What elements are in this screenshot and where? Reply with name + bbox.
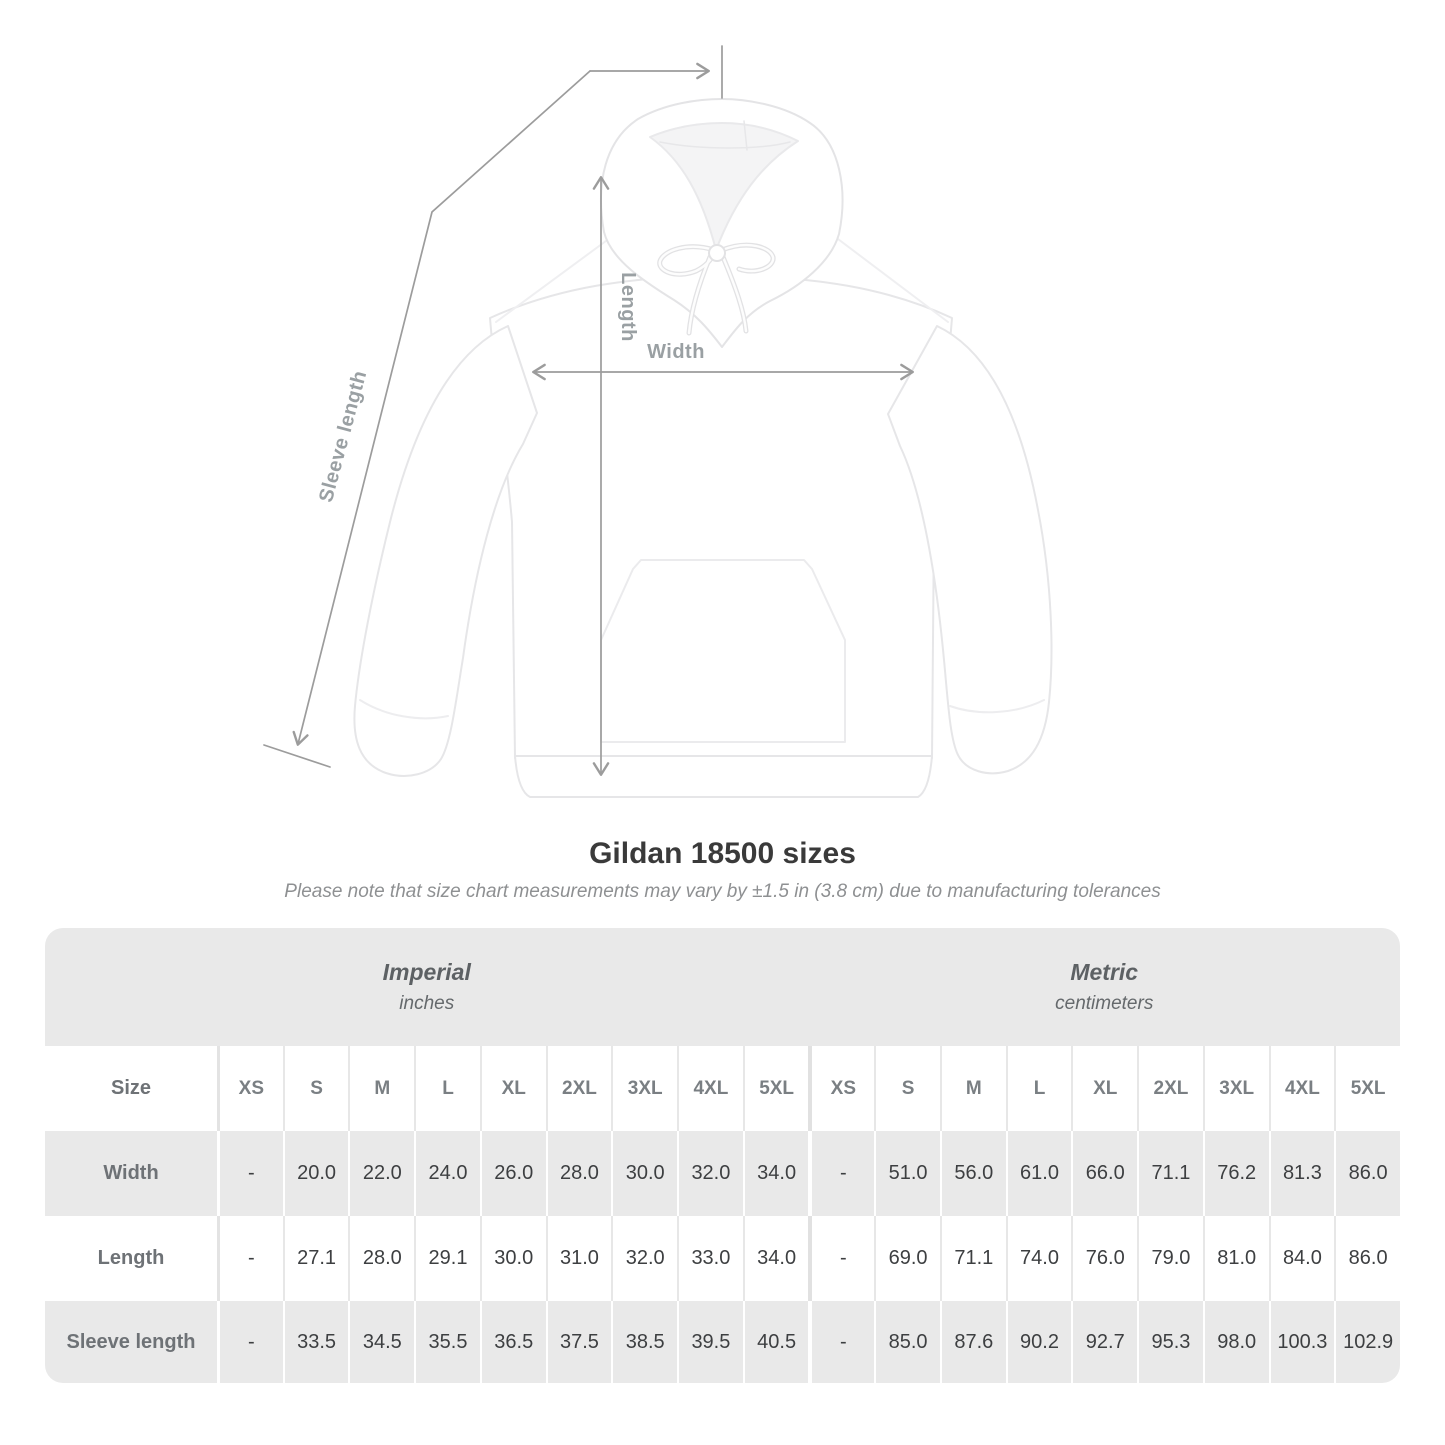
value-cell: 76.0 [1071,1216,1138,1301]
width-label: Width [647,341,705,363]
value-cell: 32.0 [611,1216,678,1301]
value-cell: 35.5 [414,1301,480,1383]
value-cell: 31.0 [545,1216,612,1301]
value-cell: 61.0 [1005,1131,1072,1216]
sleeve-bottom-tick [263,744,331,768]
size-col-header: S [282,1046,349,1131]
hoodie-illustration: Sleeve length Length Width [263,45,1053,798]
size-col-header: L [1005,1046,1072,1131]
value-cell: 71.1 [1137,1131,1203,1216]
size-col-header: XS [808,1046,875,1131]
value-cell: 95.3 [1137,1301,1203,1383]
value-cell: 86.0 [1334,1131,1400,1216]
title-block: Gildan 18500 sizes Please note that size… [0,836,1445,904]
value-cell: 33.5 [282,1301,349,1383]
metric-unit: centimeters [1055,993,1154,1014]
row-label: Length [45,1216,217,1301]
metric-label: Metric [1070,959,1139,985]
value-cell: 38.5 [611,1301,678,1383]
size-col-header: 3XL [1202,1046,1269,1131]
value-cell: 26.0 [479,1131,546,1216]
value-cell: 76.2 [1202,1131,1269,1216]
value-cell: 98.0 [1202,1301,1269,1383]
imperial-label: Imperial [382,959,471,985]
value-cell: 34.0 [742,1131,809,1216]
imperial-section-header: Imperial inches [45,928,809,1046]
value-cell: 28.0 [545,1131,612,1216]
size-table: Imperial inches Metric centimeters Size … [45,928,1400,1383]
value-cell: 102.9 [1334,1301,1400,1383]
value-cell: 24.0 [414,1131,480,1216]
size-col-header: 5XL [742,1046,809,1131]
size-col-header: S [874,1046,940,1131]
page-title: Gildan 18500 sizes [589,837,856,870]
size-col-header: XL [479,1046,546,1131]
value-cell: - [808,1131,875,1216]
size-col-header: 2XL [545,1046,612,1131]
value-cell: 66.0 [1071,1131,1138,1216]
size-col-header: 2XL [1137,1046,1203,1131]
row-label: Width [45,1131,217,1216]
value-cell: 84.0 [1268,1216,1335,1301]
value-cell: - [808,1301,875,1383]
value-cell: 81.0 [1202,1216,1269,1301]
hoodie-artwork [353,98,1053,798]
value-cell: 33.0 [677,1216,743,1301]
value-cell: 27.1 [282,1216,349,1301]
value-cell: 30.0 [611,1131,678,1216]
metric-section-header: Metric centimeters [808,928,1400,1046]
value-cell: 29.1 [414,1216,480,1301]
value-cell: - [217,1301,283,1383]
value-cell: 79.0 [1137,1216,1203,1301]
size-col-header: 5XL [1334,1046,1400,1131]
measurement-lines [263,45,914,776]
size-col-header: 4XL [677,1046,743,1131]
value-cell: 100.3 [1268,1301,1335,1383]
value-cell: 71.1 [939,1216,1006,1301]
size-col-header: 3XL [611,1046,678,1131]
value-cell: 22.0 [348,1131,415,1216]
hoodie-measurement-diagram: Sleeve length Length Width [263,45,1053,798]
value-cell: - [808,1216,875,1301]
value-cell: - [217,1216,283,1301]
length-label: Length [617,272,639,342]
size-header: Size [45,1046,217,1131]
value-cell: 92.7 [1071,1301,1138,1383]
value-cell: 86.0 [1334,1216,1400,1301]
size-col-header: M [939,1046,1006,1131]
size-col-header: L [414,1046,480,1131]
value-cell: 30.0 [479,1216,546,1301]
value-cell: 69.0 [874,1216,940,1301]
value-cell: 32.0 [677,1131,743,1216]
value-cell: 39.5 [677,1301,743,1383]
value-cell: 28.0 [348,1216,415,1301]
value-cell: 90.2 [1005,1301,1072,1383]
value-cell: 51.0 [874,1131,940,1216]
value-cell: 87.6 [939,1301,1006,1383]
row-label: Sleeve length [45,1301,217,1383]
tolerance-note: Please note that size chart measurements… [284,881,1161,902]
value-cell: 74.0 [1005,1216,1072,1301]
value-cell: 36.5 [479,1301,546,1383]
size-col-header: XS [217,1046,283,1131]
sleeve-length-line [292,70,591,746]
size-col-header: 4XL [1268,1046,1335,1131]
value-cell: - [217,1131,283,1216]
value-cell: 20.0 [282,1131,349,1216]
value-cell: 37.5 [545,1301,612,1383]
size-col-header: XL [1071,1046,1138,1131]
imperial-unit: inches [399,993,455,1014]
value-cell: 34.5 [348,1301,415,1383]
size-col-header: M [348,1046,415,1131]
value-cell: 81.3 [1268,1131,1335,1216]
value-cell: 85.0 [874,1301,940,1383]
value-cell: 56.0 [939,1131,1006,1216]
value-cell: 34.0 [742,1216,809,1301]
value-cell: 40.5 [742,1301,809,1383]
